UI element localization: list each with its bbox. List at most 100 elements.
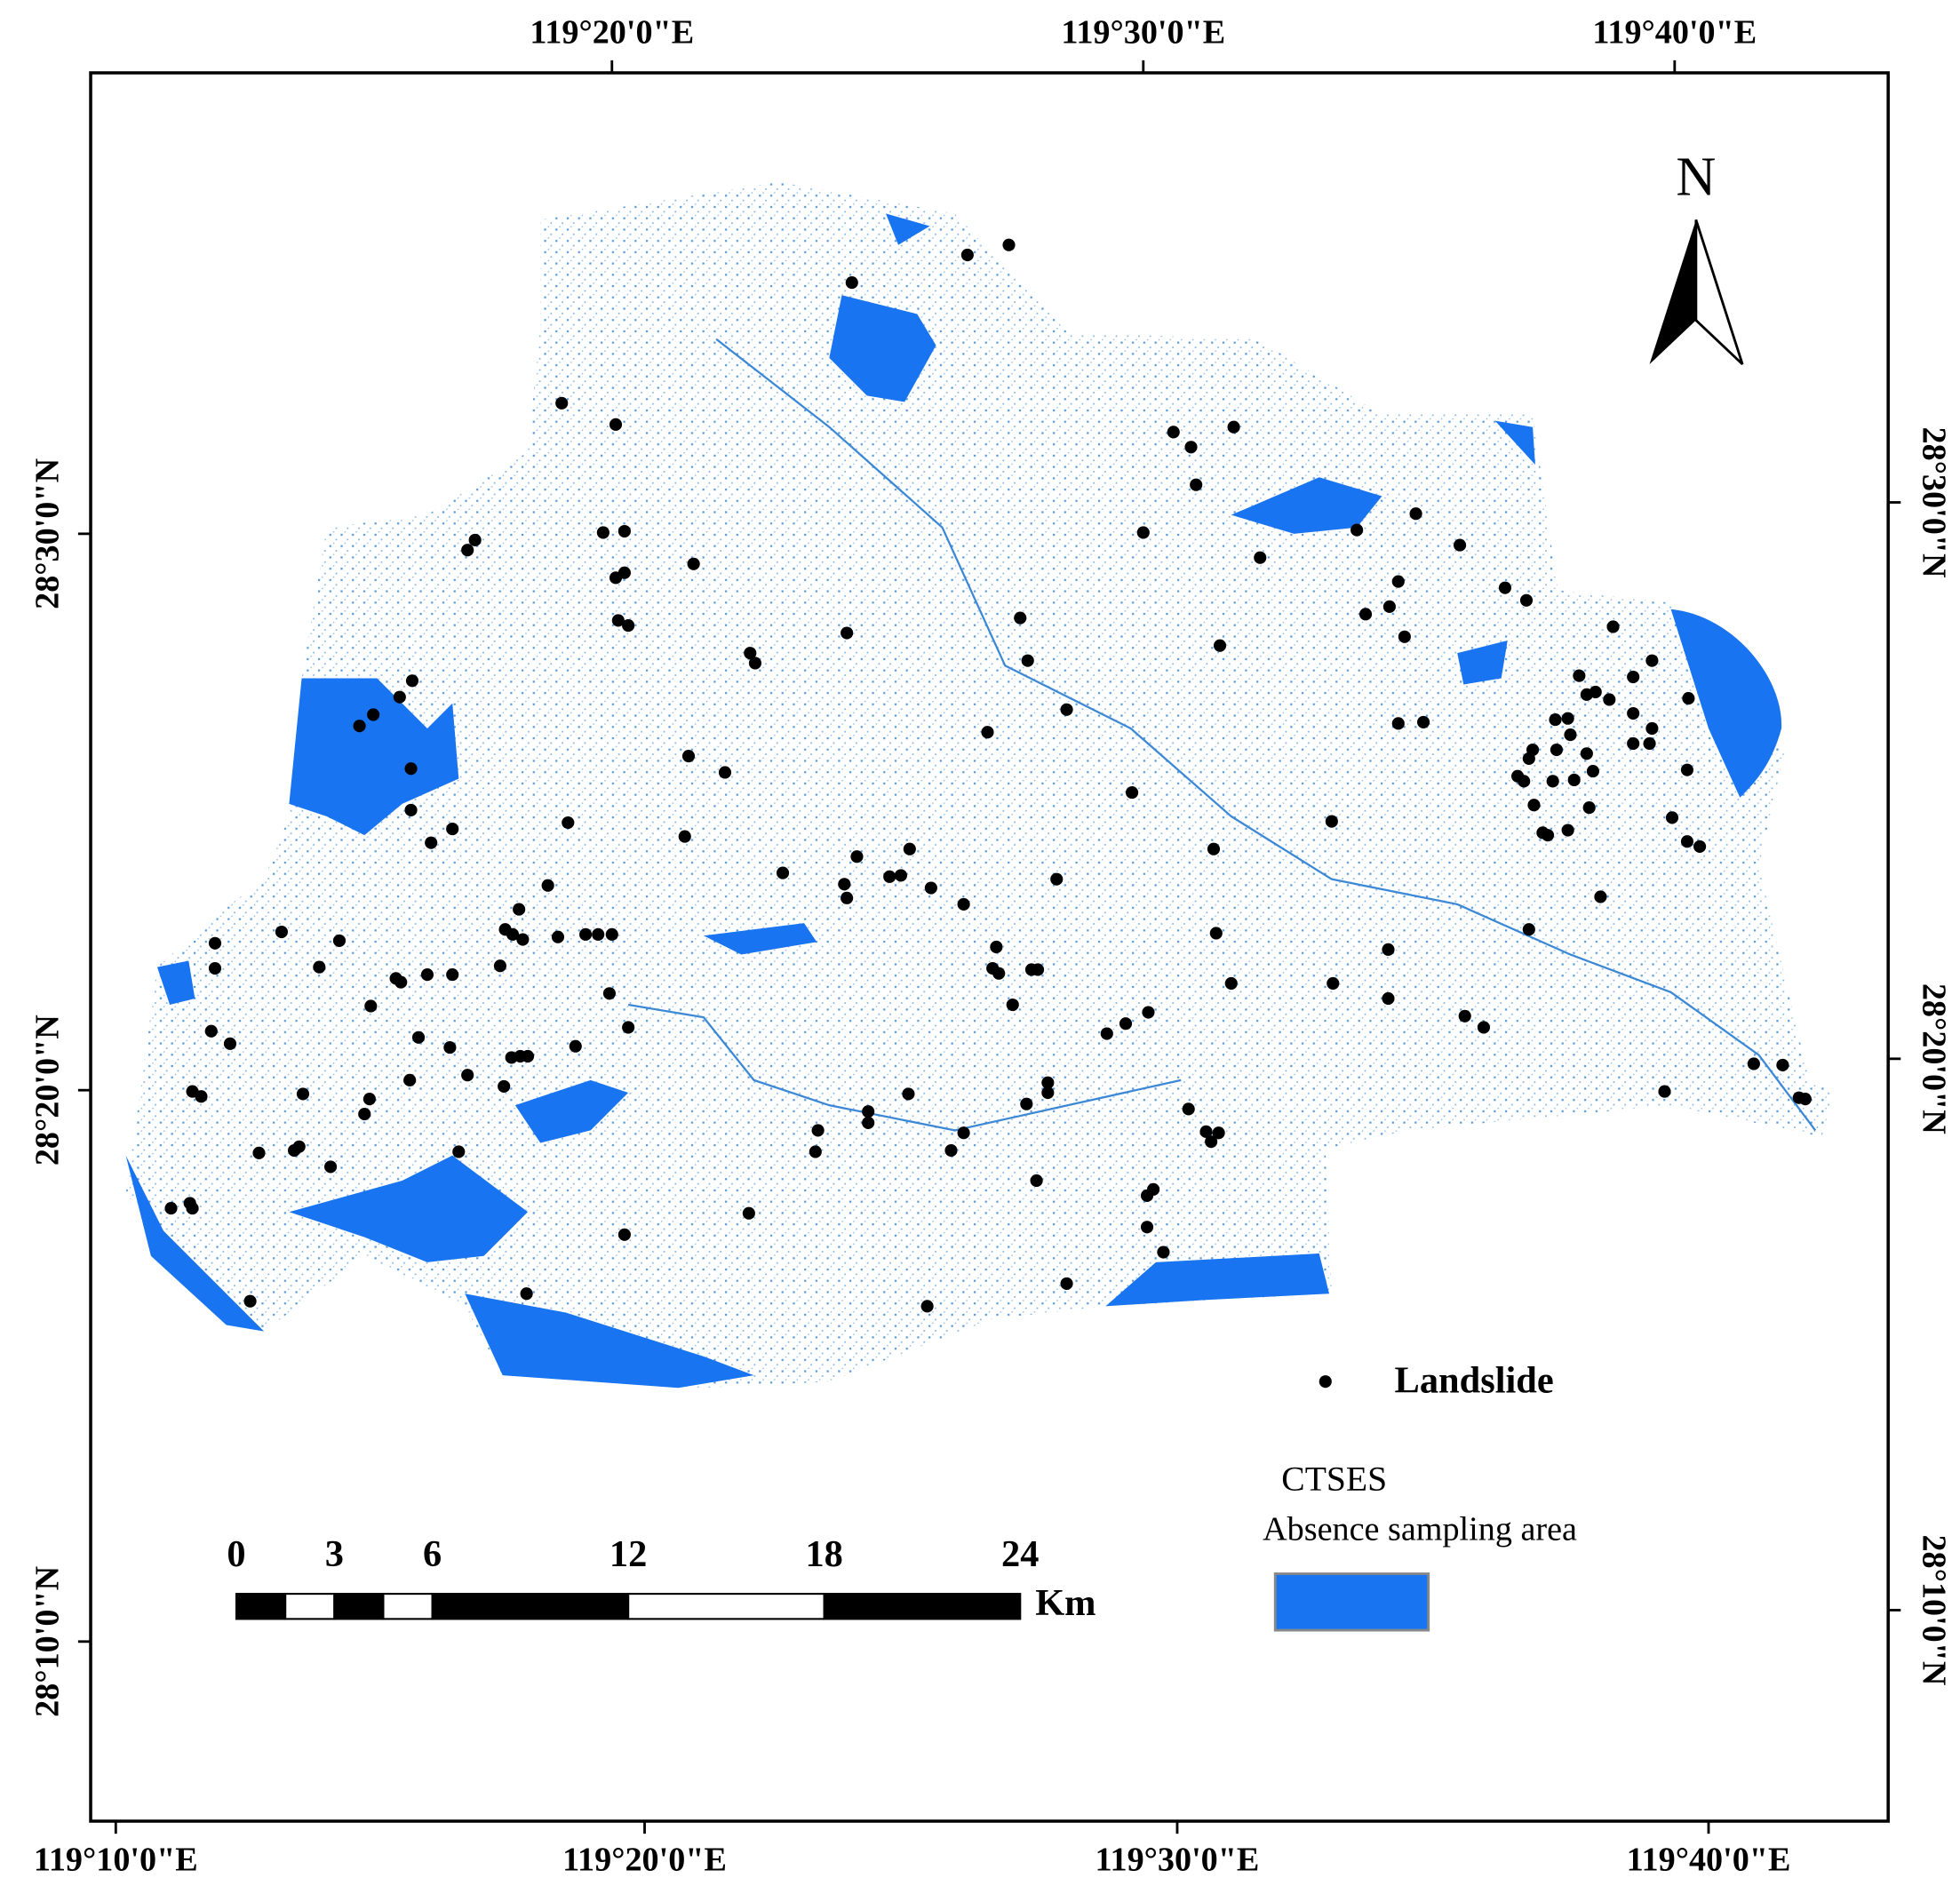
landslide-point	[493, 959, 506, 973]
landslide-point	[1567, 773, 1581, 787]
landslide-point	[862, 1105, 875, 1118]
landslide-point	[1693, 840, 1707, 853]
landslide-point	[275, 925, 288, 939]
graticule: 119°20'0"E 119°30'0"E 119°40'0"E 119°10'0"E…	[29, 13, 1953, 1878]
landslide-point	[687, 557, 700, 570]
legend: Landslide CTSES Absence sampling area	[1263, 1360, 1577, 1632]
landslide-point	[1391, 575, 1405, 588]
landslide-point	[596, 526, 610, 539]
landslide-point	[555, 396, 569, 410]
landslide-point	[425, 836, 438, 849]
landslide-point	[1665, 811, 1679, 824]
top-coord-label: 119°30'0"E	[1061, 13, 1225, 51]
landslide-point	[1227, 420, 1240, 434]
landslide-point	[920, 1300, 934, 1313]
landslide-point	[1747, 1057, 1760, 1070]
landslide-point	[1041, 1076, 1055, 1089]
bottom-coord-label: 119°30'0"E	[1096, 1841, 1260, 1878]
landslide-point	[516, 933, 530, 946]
landslide-point	[1541, 829, 1555, 842]
landslide-point	[1603, 693, 1616, 706]
landslide-point	[1527, 799, 1541, 812]
landslide-point	[446, 968, 459, 982]
landslide-point	[1207, 842, 1221, 855]
scale-segment	[627, 1593, 825, 1620]
scale-label: 18	[805, 1533, 842, 1575]
landslide-point	[1518, 775, 1531, 788]
landslide-point	[1190, 478, 1203, 491]
landslide-point	[1002, 238, 1016, 251]
landslide-point	[452, 1145, 466, 1158]
landslide-point	[1147, 1182, 1160, 1196]
landslide-point	[1627, 706, 1640, 720]
landslide-point	[1030, 1174, 1043, 1188]
landslide-point	[393, 690, 406, 704]
landslide-point	[367, 708, 380, 721]
landslide-point	[1582, 801, 1596, 815]
landslide-point	[296, 1087, 310, 1101]
landslide-point	[1254, 551, 1267, 564]
landslide-point	[1643, 736, 1656, 751]
landslide-point	[313, 960, 326, 974]
landslide-point	[1224, 976, 1238, 991]
scale-segment	[823, 1593, 1022, 1620]
scale-label: 12	[610, 1533, 647, 1575]
landslide-point	[1561, 712, 1574, 725]
landslide-point	[992, 967, 1006, 980]
right-coord-label: 28°30'0"N	[1915, 427, 1952, 578]
landslide-point	[1327, 976, 1340, 991]
landslide-point	[841, 626, 854, 640]
landslide-point	[944, 1143, 958, 1158]
scale-segment	[382, 1593, 434, 1620]
scale-bar: 0 3 6 12 18 24 Km	[227, 1533, 1096, 1624]
landslide-point	[363, 1093, 376, 1106]
landslide-point	[748, 657, 761, 670]
landslide-point	[1205, 1135, 1218, 1149]
landslide-point	[622, 1021, 635, 1034]
landslide-point	[1580, 747, 1593, 760]
landslide-point	[1182, 1102, 1195, 1116]
study-area	[125, 182, 1835, 1389]
landslide-point	[1522, 752, 1535, 765]
landslide-point	[223, 1037, 237, 1050]
landslide-point	[617, 1228, 631, 1241]
landslide-point	[1382, 991, 1395, 1006]
left-coord-label: 28°30'0"N	[29, 458, 67, 609]
landslide-point	[498, 1079, 511, 1093]
landslide-point	[443, 1041, 457, 1054]
landslide-point	[1199, 1125, 1213, 1138]
landslide-point	[404, 803, 418, 816]
landslide-point	[1050, 872, 1064, 886]
scale-label: 24	[1001, 1533, 1039, 1575]
landslide-point	[1498, 581, 1512, 594]
landslide-point	[562, 816, 575, 830]
landslide-point	[1350, 523, 1364, 537]
landslide-point	[1561, 824, 1574, 837]
landslide-point	[960, 248, 974, 262]
landslide-point	[1589, 685, 1602, 699]
landslide-point	[1682, 692, 1695, 705]
landslide-point	[1645, 721, 1659, 736]
landslide-point	[1477, 1021, 1490, 1034]
landslide-point	[678, 830, 691, 843]
right-coord-label: 28°20'0"N	[1915, 983, 1952, 1134]
landslide-point	[1564, 728, 1577, 742]
landslide-point	[1798, 1093, 1812, 1106]
landslide-point	[420, 968, 434, 982]
landslide-point	[1021, 654, 1034, 667]
landslide-point	[1627, 736, 1640, 751]
landslide-point	[1136, 526, 1150, 539]
landslide-point	[1550, 743, 1563, 757]
landslide-point	[841, 891, 854, 904]
landslide-point	[551, 930, 565, 943]
landslide-point	[611, 614, 625, 627]
landslide-point	[1020, 1097, 1033, 1110]
landslide-point	[1014, 611, 1027, 625]
landslide-point	[1006, 998, 1019, 1012]
landslide-point	[1184, 441, 1198, 454]
landslide-point	[1680, 763, 1694, 776]
landslide-point	[809, 1145, 822, 1158]
landslide-point	[681, 750, 696, 763]
bottom-coord-label: 119°10'0"E	[34, 1841, 198, 1878]
